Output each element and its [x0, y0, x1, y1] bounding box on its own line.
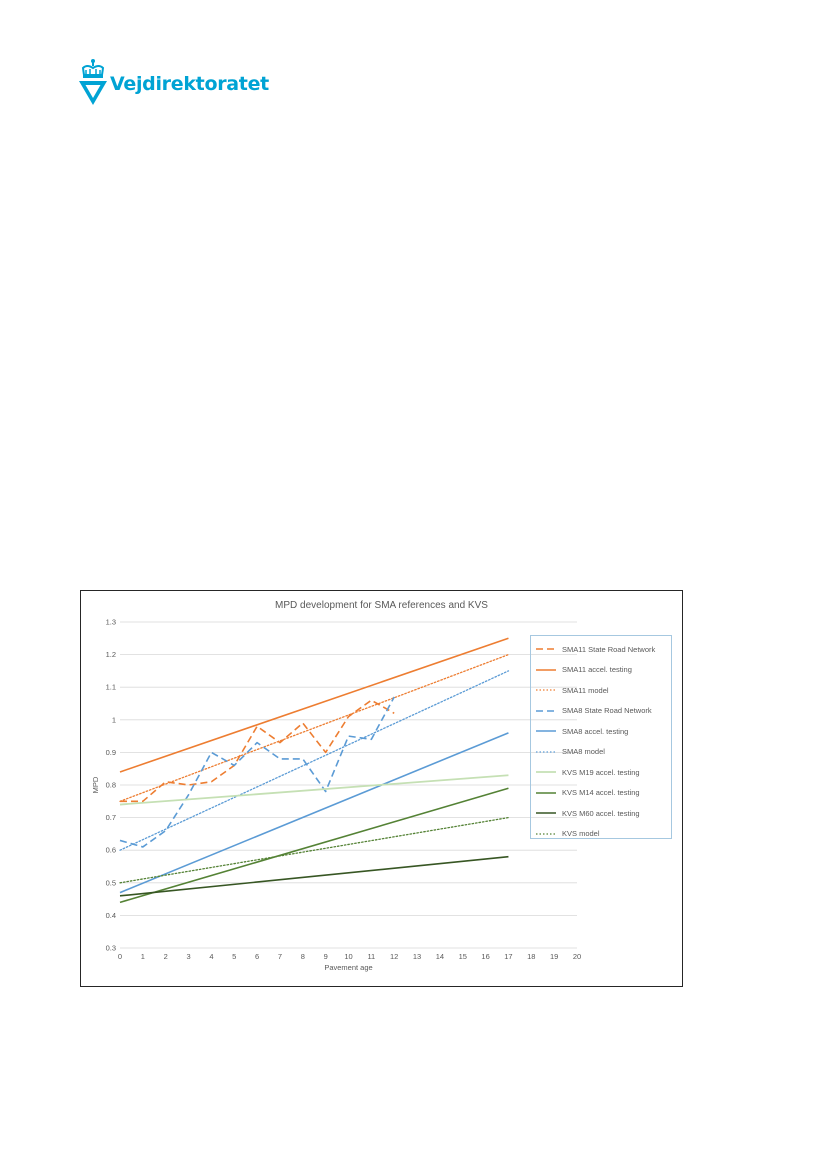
legend-item: KVS model — [535, 824, 671, 845]
legend-label: SMA11 model — [562, 685, 609, 695]
legend-label: KVS model — [562, 829, 600, 839]
x-tick-label: 5 — [232, 952, 236, 961]
legend-item: SMA8 accel. testing — [535, 721, 671, 742]
legend-swatch — [536, 791, 556, 794]
x-tick-label: 8 — [301, 952, 305, 961]
x-tick-label: 18 — [527, 952, 535, 961]
y-tick-label: 0.8 — [106, 781, 116, 790]
x-tick-label: 6 — [255, 952, 259, 961]
x-tick-label: 12 — [390, 952, 398, 961]
series-line-3 — [119, 653, 510, 802]
legend-item: SMA8 State Road Network — [535, 701, 671, 722]
series-lines — [119, 637, 510, 904]
x-tick-label: 17 — [504, 952, 512, 961]
y-tick-label: 1 — [112, 715, 116, 724]
legend-label: SMA8 State Road Network — [562, 706, 652, 716]
y-tick-label: 0.5 — [106, 878, 116, 887]
legend-swatch — [536, 812, 556, 815]
legend-swatch — [536, 648, 556, 651]
legend-swatch — [536, 689, 556, 691]
legend-label: SMA11 accel. testing — [562, 665, 632, 675]
legend-label: KVS M19 accel. testing — [562, 767, 640, 777]
legend-item: SMA11 accel. testing — [535, 660, 671, 681]
x-axis-label: Pavement age — [324, 963, 372, 972]
crown-shield-icon — [79, 59, 107, 105]
legend-label: SMA8 accel. testing — [562, 726, 629, 736]
series-line-8 — [119, 787, 509, 904]
x-tick-label: 14 — [436, 952, 444, 961]
legend-item: KVS M60 accel. testing — [535, 803, 671, 824]
legend-item: KVS M19 accel. testing — [535, 762, 671, 783]
y-tick-label: 1.3 — [106, 618, 116, 627]
series-line-6 — [119, 670, 510, 851]
chart-title: MPD development for SMA references and K… — [275, 600, 488, 611]
y-axis-label: MPD — [91, 776, 100, 793]
series-line-9 — [119, 855, 509, 897]
y-tick-label: 1.1 — [106, 683, 116, 692]
x-tick-label: 9 — [324, 952, 328, 961]
y-tick-label: 0.6 — [106, 846, 116, 855]
x-tick-label: 7 — [278, 952, 282, 961]
x-tick-label: 11 — [367, 952, 375, 961]
legend-swatch — [536, 751, 556, 753]
legend-item: SMA11 model — [535, 680, 671, 701]
series-line-10 — [119, 816, 510, 884]
y-tick-label: 0.7 — [106, 813, 116, 822]
series-line-7 — [119, 774, 509, 806]
legend-item: KVS M14 accel. testing — [535, 783, 671, 804]
legend-swatch — [536, 668, 556, 671]
x-tick-label: 20 — [573, 952, 581, 961]
legend-swatch — [536, 771, 556, 774]
legend-label: KVS M14 accel. testing — [562, 788, 640, 798]
legend-label: KVS M60 accel. testing — [562, 808, 640, 818]
legend-swatch — [536, 730, 556, 733]
x-tick-label: 3 — [186, 952, 190, 961]
legend-swatch — [536, 833, 556, 835]
legend-swatch — [536, 709, 556, 712]
y-tick-label: 1.2 — [106, 650, 116, 659]
series-line-1 — [120, 699, 395, 803]
y-tick-label: 0.9 — [106, 748, 116, 757]
legend-label: SMA11 State Road Network — [562, 644, 656, 654]
series-line-2 — [119, 637, 509, 773]
x-tick-label: 15 — [459, 952, 467, 961]
logo-text: Vejdirektoratet — [110, 73, 269, 95]
x-tick-label: 16 — [481, 952, 489, 961]
axes: 0.30.40.50.60.70.80.911.11.21.30 1 2 3 4 5 6 7 8… — [91, 618, 581, 973]
x-tick-label: 10 — [344, 952, 352, 961]
legend-item: SMA11 State Road Network — [535, 639, 671, 660]
x-tick-label: 4 — [209, 952, 213, 961]
x-tick-label: 0 — [118, 952, 122, 961]
series-line-5 — [119, 732, 509, 894]
y-tick-label: 0.3 — [106, 944, 116, 953]
x-tick-label: 1 — [141, 952, 145, 961]
grid-lines — [120, 621, 577, 949]
chart-legend: SMA11 State Road Network SMA11 accel. tes… — [530, 635, 672, 839]
chart-plot: 0.30.40.50.60.70.80.911.11.21.30 1 2 3 4 5 6 7 8… — [91, 618, 581, 973]
x-tick-label: 13 — [413, 952, 421, 961]
x-tick-label: 2 — [164, 952, 168, 961]
series-line-4 — [119, 696, 395, 848]
legend-item: SMA8 model — [535, 742, 671, 763]
x-tick-label: 19 — [550, 952, 558, 961]
y-tick-label: 0.4 — [106, 911, 116, 920]
legend-label: SMA8 model — [562, 747, 605, 757]
vejdirektoratet-logo: Vejdirektoratet — [78, 58, 269, 106]
chart-container: MPD development for SMA references and K… — [80, 590, 683, 987]
